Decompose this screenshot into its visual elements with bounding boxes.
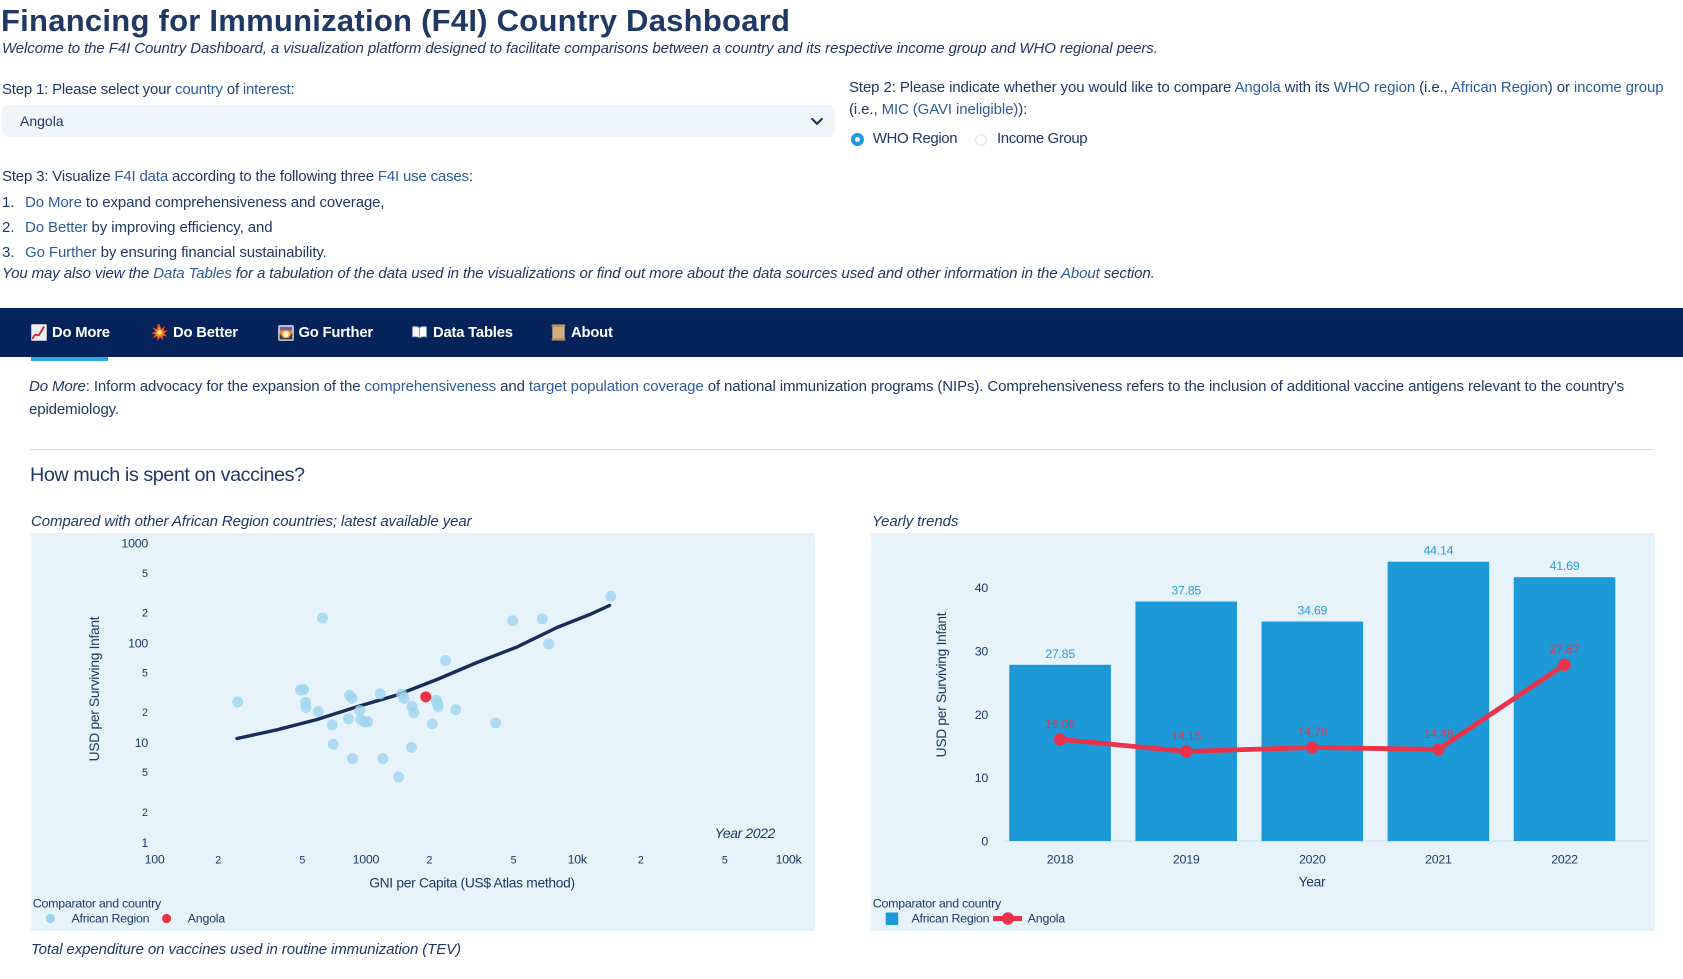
svg-text:Angola: Angola bbox=[188, 912, 225, 926]
svg-text:34.69: 34.69 bbox=[1297, 604, 1327, 618]
svg-text:2: 2 bbox=[142, 707, 148, 719]
svg-text:1000: 1000 bbox=[353, 853, 380, 867]
svg-text:14.78: 14.78 bbox=[1297, 725, 1327, 739]
svg-text:GNI per Capita (US$ Atlas meth: GNI per Capita (US$ Atlas method) bbox=[369, 876, 575, 891]
svg-text:100: 100 bbox=[128, 636, 148, 650]
svg-text:2: 2 bbox=[142, 608, 148, 620]
svg-text:100k: 100k bbox=[776, 853, 803, 867]
svg-text:2: 2 bbox=[638, 855, 644, 867]
svg-text:2: 2 bbox=[427, 855, 433, 867]
svg-text:Comparator and country: Comparator and country bbox=[33, 897, 162, 911]
svg-text:5: 5 bbox=[511, 855, 517, 867]
svg-text:14.16: 14.16 bbox=[1171, 729, 1201, 743]
svg-text:1000: 1000 bbox=[121, 537, 148, 551]
svg-text:2020: 2020 bbox=[1299, 853, 1326, 867]
svg-text:2018: 2018 bbox=[1047, 853, 1074, 867]
svg-text:100: 100 bbox=[145, 853, 165, 867]
svg-text:2021: 2021 bbox=[1425, 853, 1452, 867]
svg-text:Year: Year bbox=[1299, 875, 1326, 890]
svg-text:2: 2 bbox=[215, 855, 221, 867]
svg-text:5: 5 bbox=[722, 855, 728, 867]
svg-text:African Region: African Region bbox=[72, 912, 150, 926]
svg-text:27.85: 27.85 bbox=[1045, 647, 1075, 661]
svg-text:30: 30 bbox=[975, 645, 989, 659]
svg-text:Comparator and country: Comparator and country bbox=[873, 897, 1002, 911]
svg-text:10k: 10k bbox=[568, 853, 588, 867]
svg-text:5: 5 bbox=[142, 668, 148, 680]
svg-text:10: 10 bbox=[975, 771, 989, 785]
svg-text:2022: 2022 bbox=[1551, 853, 1578, 867]
svg-text:20: 20 bbox=[975, 708, 989, 722]
svg-text:USD per Surviving Infant: USD per Surviving Infant bbox=[934, 612, 949, 757]
svg-text:Year 2022: Year 2022 bbox=[715, 826, 776, 841]
svg-text:2: 2 bbox=[142, 807, 148, 819]
svg-text:10: 10 bbox=[135, 736, 149, 750]
svg-text:5: 5 bbox=[142, 568, 148, 580]
svg-text:44.14: 44.14 bbox=[1424, 544, 1454, 558]
svg-text:16.06: 16.06 bbox=[1045, 717, 1075, 731]
svg-text:USD per Surviving Infant: USD per Surviving Infant bbox=[87, 616, 102, 761]
svg-text:Angola: Angola bbox=[1028, 912, 1065, 926]
svg-text:27.87: 27.87 bbox=[1550, 642, 1580, 656]
svg-text:14.48: 14.48 bbox=[1424, 727, 1454, 741]
svg-text:0: 0 bbox=[981, 834, 988, 848]
svg-text:2019: 2019 bbox=[1173, 853, 1200, 867]
svg-text:5: 5 bbox=[142, 767, 148, 779]
svg-text:African Region: African Region bbox=[912, 912, 990, 926]
svg-text:41.69: 41.69 bbox=[1550, 559, 1580, 573]
svg-text:40: 40 bbox=[975, 581, 989, 595]
svg-text:5: 5 bbox=[299, 855, 305, 867]
svg-text:1: 1 bbox=[141, 836, 148, 850]
svg-text:37.85: 37.85 bbox=[1171, 584, 1201, 598]
